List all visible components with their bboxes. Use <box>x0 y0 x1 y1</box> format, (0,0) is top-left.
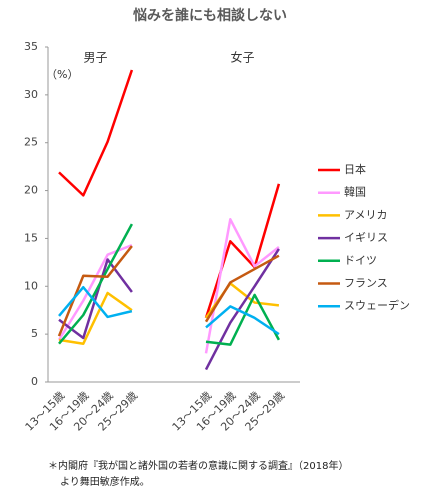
series-line <box>58 69 134 197</box>
legend-label: アメリカ <box>344 208 387 221</box>
y-tick-label: 10 <box>24 279 38 292</box>
footnote: より舞田敏彦作成。 <box>60 475 150 488</box>
y-tick-label: 0 <box>31 375 38 388</box>
series-line <box>204 218 280 354</box>
legend-label: イギリス <box>344 231 388 244</box>
series-line <box>205 293 280 346</box>
y-tick-label: 15 <box>24 231 38 244</box>
legend-label: フランス <box>344 277 388 290</box>
legend-label: 日本 <box>344 162 366 176</box>
y-tick-label: 35 <box>24 40 38 53</box>
series-line <box>58 223 133 345</box>
y-tick-label: 25 <box>24 136 38 149</box>
legend-label: 韓国 <box>344 186 366 199</box>
footnote: ＊内閣府『我が国と諸外国の若者の意識に関する調査』（2018年） <box>48 459 348 472</box>
y-tick-label: 30 <box>24 88 38 101</box>
y-tick-label: 20 <box>24 184 38 197</box>
series-line <box>58 291 133 345</box>
series-line <box>204 254 280 323</box>
panel-label: 女子 <box>230 50 254 65</box>
legend-label: ドイツ <box>344 254 377 267</box>
series-line <box>57 245 133 337</box>
unit-label: （%） <box>46 68 78 81</box>
series-line <box>58 285 133 319</box>
legend-label: スウェーデン <box>344 298 410 312</box>
panel-label: 男子 <box>83 51 107 65</box>
series-line <box>58 258 133 340</box>
chart-title: 悩みを誰にも相談しない <box>133 7 287 24</box>
series-line <box>204 248 280 371</box>
y-tick-label: 5 <box>31 327 38 340</box>
series-line <box>205 305 280 336</box>
series-line <box>57 243 133 341</box>
